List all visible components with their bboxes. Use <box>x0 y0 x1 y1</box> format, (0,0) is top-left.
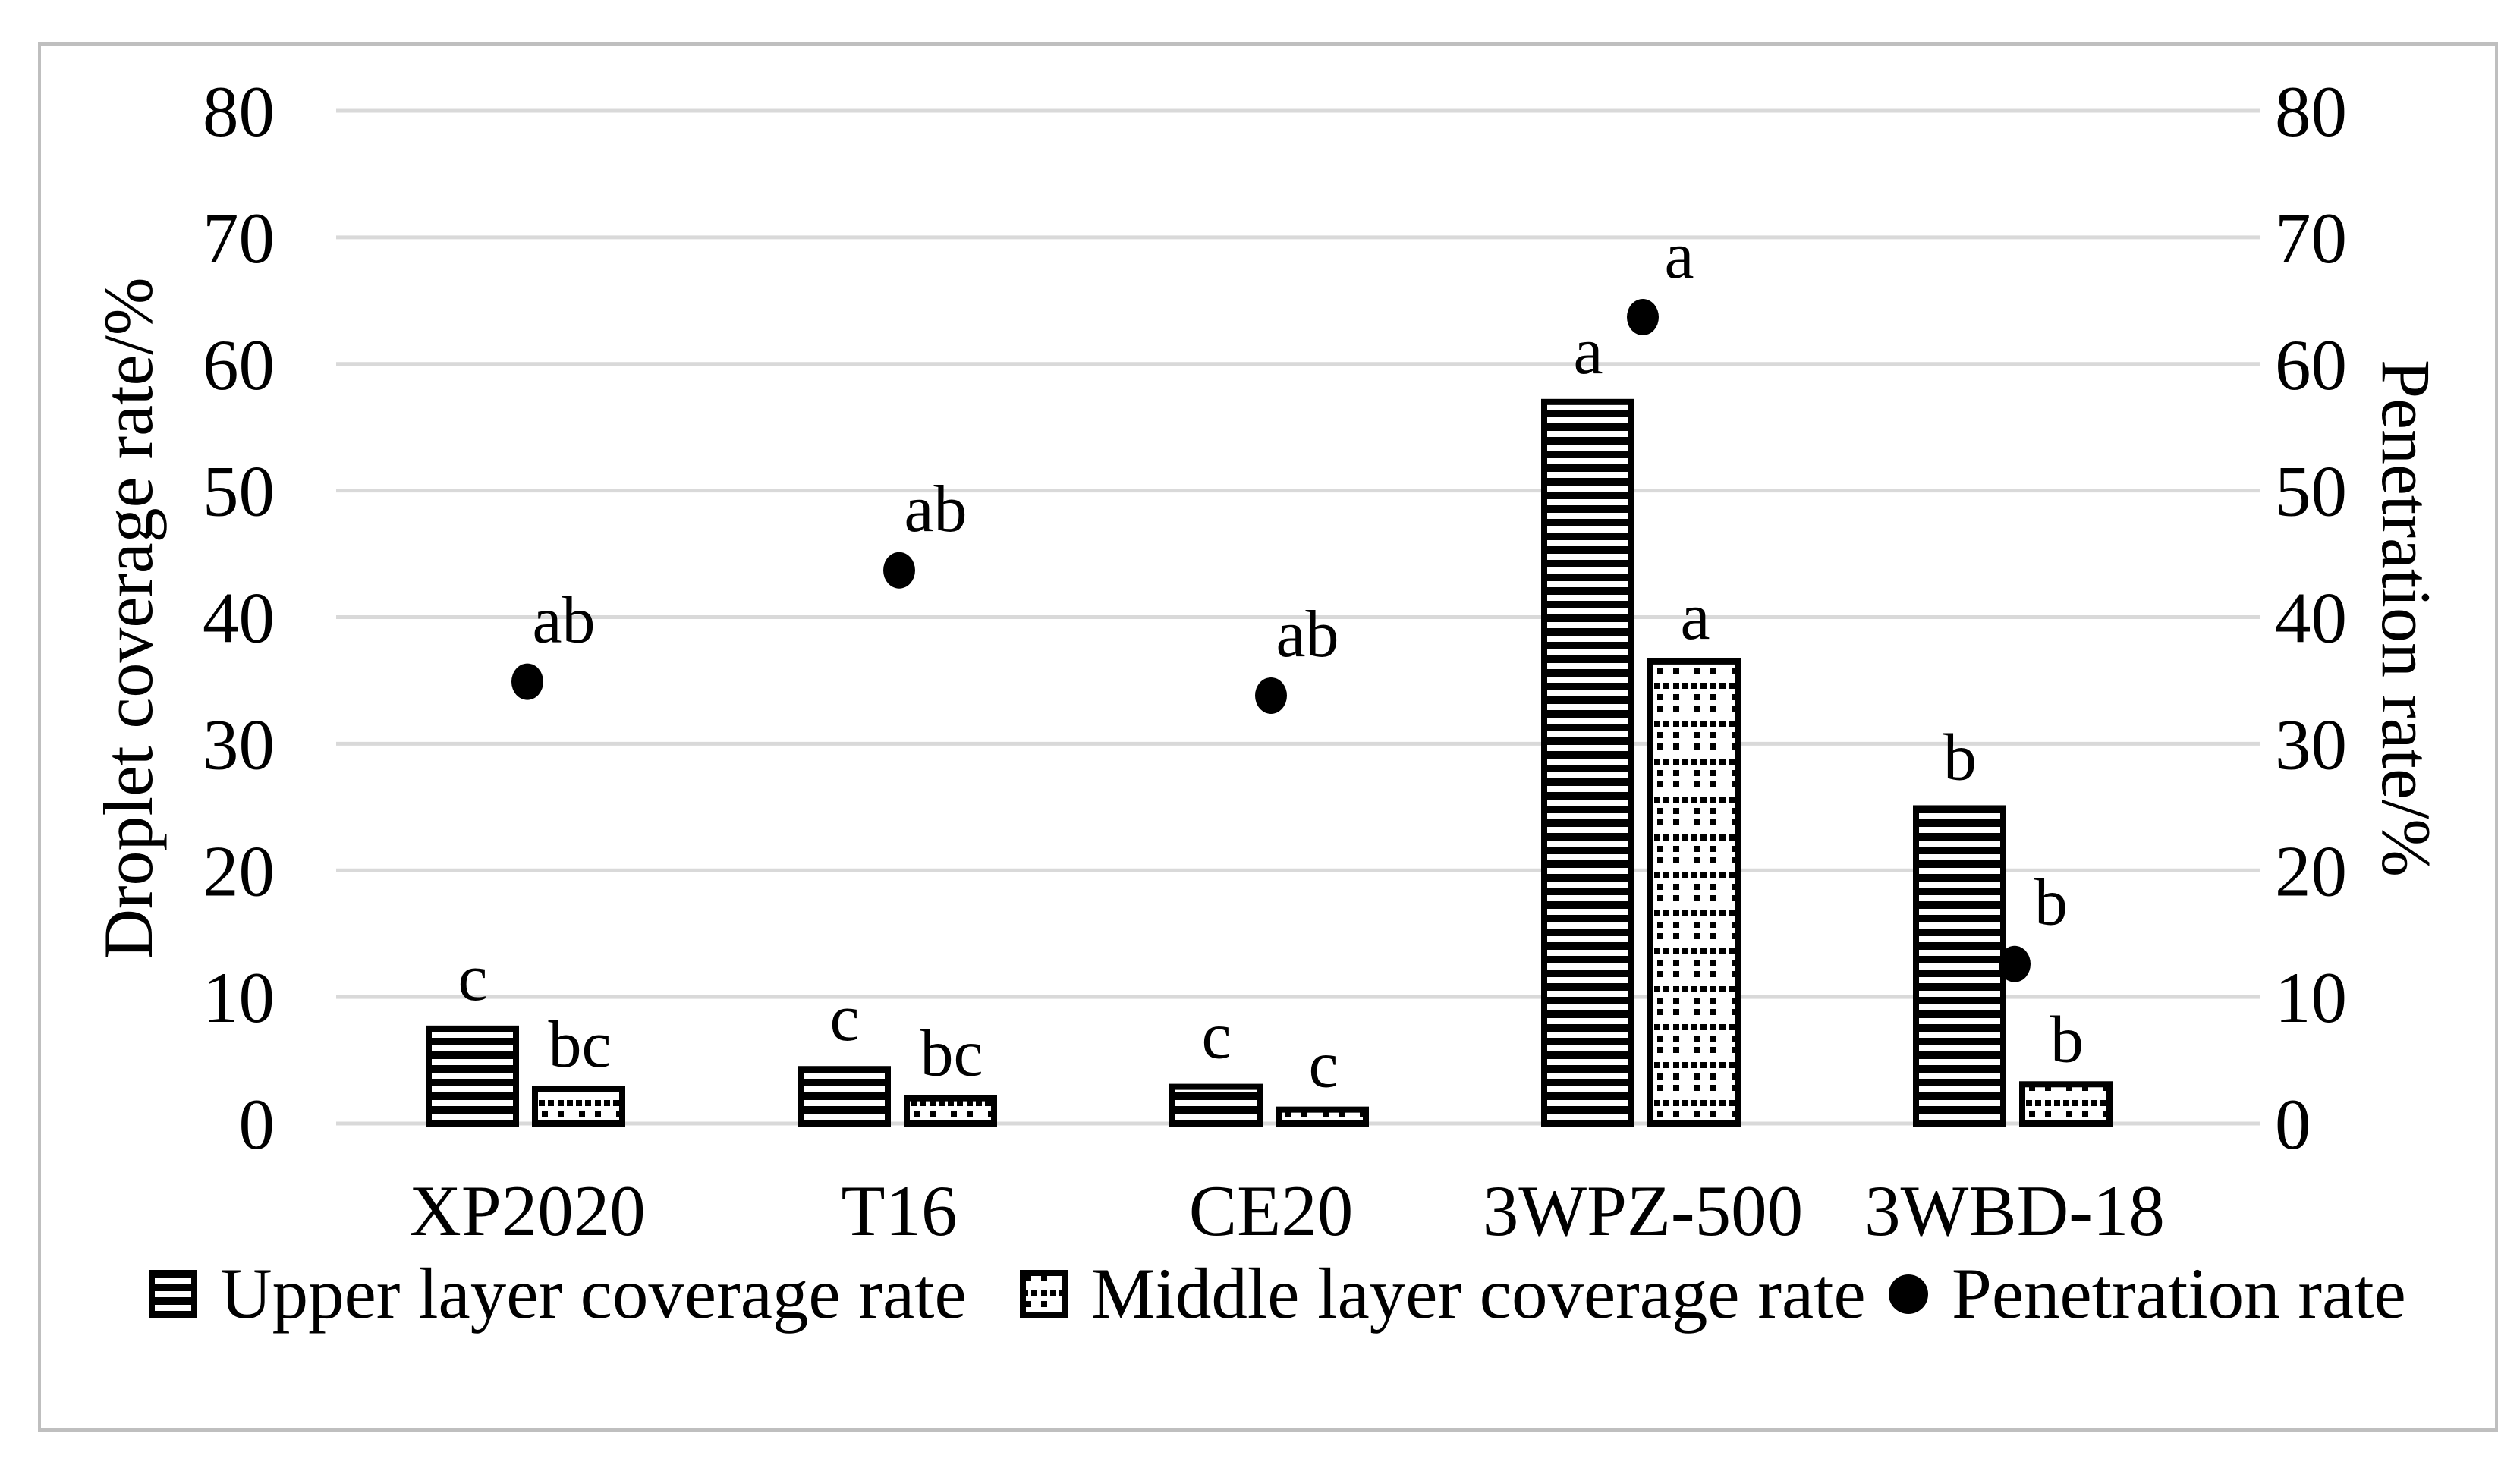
penetration-sig-letter: ab <box>1276 598 1339 671</box>
middle-bar-sig-letter: a <box>1680 580 1710 654</box>
middle-layer-bar <box>1647 658 1741 1127</box>
penetration-rate-dot <box>1627 299 1659 336</box>
upper-bar-sig-letter: c <box>458 941 487 1015</box>
legend: Upper layer coverage rate Middle layer c… <box>149 1253 2406 1334</box>
middle-bar-sig-letter: b <box>2050 1003 2084 1076</box>
legend-label-middle: Middle layer coverage rate <box>1091 1253 1866 1334</box>
y-left-tick-label: 60 <box>203 325 275 405</box>
y-left-tick-label: 50 <box>203 451 275 532</box>
penetration-rate-dot <box>511 663 543 700</box>
y-right-tick-label: 50 <box>2275 451 2347 532</box>
y-right-tick-label: 60 <box>2275 325 2347 405</box>
penetration-circle-marker-icon <box>1889 1274 1928 1314</box>
y-left-tick-label: 20 <box>203 831 275 911</box>
upper-bar-sig-letter: b <box>1943 721 1977 794</box>
upper-layer-bar <box>426 1025 519 1127</box>
upper-layer-bar <box>1541 398 1634 1127</box>
middle-layer-bar <box>1276 1106 1369 1127</box>
middle-layer-bar <box>904 1095 997 1127</box>
penetration-rate-dot <box>1999 945 2031 982</box>
middle-bar-sig-letter: bc <box>548 1008 611 1082</box>
y-right-tick-label: 30 <box>2275 704 2347 784</box>
y-left-tick-label: 40 <box>203 578 275 658</box>
x-category-label: XP2020 <box>409 1171 645 1251</box>
plot-area: 0 0 10 10 20 20 30 30 40 40 50 50 60 60 70 70 80 80 XP2020… <box>203 71 2347 1251</box>
penetration-rate-dot <box>1255 677 1287 714</box>
legend-item-middle: Middle layer coverage rate <box>1020 1253 1866 1334</box>
y-left-axis-title: Droplet coverage rate/% <box>90 277 167 959</box>
y-left-tick-label: 0 <box>239 1084 275 1164</box>
penetration-sig-letter: b <box>2034 866 2068 940</box>
y-left-tick-label: 80 <box>203 71 275 152</box>
figure-border <box>38 42 2498 1432</box>
y-right-tick-label: 10 <box>2275 957 2347 1038</box>
legend-label-penetration: Penetration rate <box>1952 1253 2406 1334</box>
y-right-tick-label: 70 <box>2275 198 2347 278</box>
x-category-label: 3WBD-18 <box>1864 1171 2165 1251</box>
penetration-rate-dot <box>883 552 915 589</box>
y-left-tick-label: 70 <box>203 198 275 278</box>
legend-item-upper: Upper layer coverage rate <box>149 1253 967 1334</box>
upper-bar-sig-letter: a <box>1573 315 1603 388</box>
upper-layer-stripe-swatch-icon <box>149 1270 197 1318</box>
y-left-tick-label: 30 <box>203 704 275 784</box>
middle-layer-bar <box>532 1086 625 1127</box>
legend-item-penetration: Penetration rate <box>1889 1253 2406 1334</box>
legend-label-upper: Upper layer coverage rate <box>220 1253 967 1334</box>
middle-layer-dotted-swatch-icon <box>1020 1270 1068 1318</box>
upper-layer-bar <box>798 1066 891 1127</box>
x-category-label: CE20 <box>1189 1171 1353 1251</box>
middle-layer-bar <box>2019 1081 2113 1127</box>
penetration-sig-letter: a <box>1664 219 1694 293</box>
upper-layer-bar <box>1913 805 2006 1127</box>
penetration-sig-letter: ab <box>532 584 595 658</box>
middle-bar-sig-letter: c <box>1308 1029 1338 1102</box>
upper-layer-bar <box>1169 1083 1263 1127</box>
y-right-tick-label: 0 <box>2275 1084 2311 1164</box>
y-right-tick-label: 20 <box>2275 831 2347 911</box>
penetration-sig-letter: ab <box>904 473 967 546</box>
y-right-axis-title: Penetration rate/% <box>2367 360 2445 877</box>
upper-bar-sig-letter: c <box>1201 1000 1231 1073</box>
upper-bar-sig-letter: c <box>829 982 859 1055</box>
y-right-tick-label: 80 <box>2275 71 2347 152</box>
y-left-tick-label: 10 <box>203 957 275 1038</box>
x-category-label: 3WPZ-500 <box>1483 1171 1803 1251</box>
x-category-label: T16 <box>841 1171 957 1251</box>
middle-bar-sig-letter: bc <box>920 1017 983 1091</box>
y-right-tick-label: 40 <box>2275 578 2347 658</box>
